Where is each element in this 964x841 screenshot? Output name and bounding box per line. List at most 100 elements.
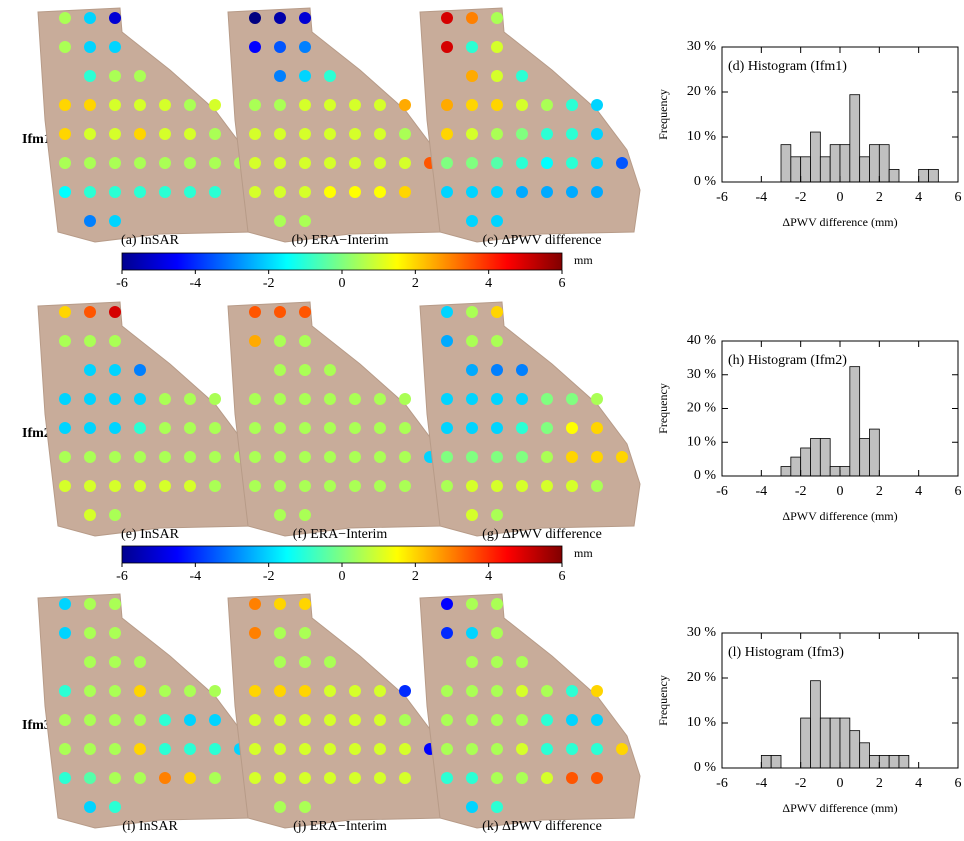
map-dot [209, 451, 221, 463]
map-dot [466, 509, 478, 521]
map-dot [491, 157, 503, 169]
map-dot [184, 451, 196, 463]
map-dot [591, 422, 603, 434]
map-dot [59, 41, 71, 53]
map-dot [249, 306, 261, 318]
histogram-bar [879, 145, 889, 182]
map-dot [84, 801, 96, 813]
histogram-bar [879, 755, 889, 768]
map-dot [491, 656, 503, 668]
map-dot [591, 480, 603, 492]
map-dot [516, 422, 528, 434]
map-dot [516, 186, 528, 198]
map-dot [299, 743, 311, 755]
map-dot [274, 451, 286, 463]
map-dot [349, 99, 361, 111]
map-dot [466, 12, 478, 24]
map-dot [274, 509, 286, 521]
map-dot [591, 743, 603, 755]
histogram-bar [801, 718, 811, 768]
map-dot [349, 422, 361, 434]
map-dot [516, 480, 528, 492]
map-dot [516, 128, 528, 140]
map-dot [541, 451, 553, 463]
map-dot [491, 480, 503, 492]
map-dot [59, 743, 71, 755]
map-dot [249, 714, 261, 726]
histogram-bar [870, 755, 880, 768]
map-dot [374, 743, 386, 755]
map-dot [59, 598, 71, 610]
map-dot [274, 772, 286, 784]
map-dot [109, 480, 121, 492]
map-dot [274, 186, 286, 198]
map-dot [274, 656, 286, 668]
map-dot [134, 157, 146, 169]
map-area [228, 302, 448, 536]
panel-caption: (f) ERA−Interim [293, 527, 388, 542]
y-tick-label: 20 % [687, 670, 717, 685]
map-dot [491, 128, 503, 140]
map-dot [491, 70, 503, 82]
histogram-bar [781, 145, 791, 182]
map-dot [491, 335, 503, 347]
histogram-bar [830, 718, 840, 768]
map-dot [109, 743, 121, 755]
map-dot [274, 714, 286, 726]
map-dot [616, 743, 628, 755]
map-dot [441, 743, 453, 755]
histogram-bar [929, 169, 939, 182]
map-dot [209, 685, 221, 697]
y-tick-label: 10 % [687, 129, 717, 144]
map-dot [299, 656, 311, 668]
map-dot [441, 598, 453, 610]
map-dot [374, 186, 386, 198]
histogram-bar [801, 448, 811, 476]
x-tick-label: -2 [795, 190, 807, 205]
x-tick-label: 4 [915, 190, 922, 205]
map-dot [491, 685, 503, 697]
map-dot [466, 772, 478, 784]
map-dot [159, 157, 171, 169]
map-dot [399, 99, 411, 111]
y-tick-label: 20 % [687, 84, 717, 99]
map-dot [466, 656, 478, 668]
map-area [420, 8, 640, 242]
map-dot [466, 99, 478, 111]
map-dot [109, 598, 121, 610]
map-dot [59, 157, 71, 169]
colorbar-tick-label: 4 [485, 276, 492, 291]
histogram-bar [850, 95, 860, 182]
map-dot [159, 772, 171, 784]
map-dot [466, 364, 478, 376]
map-dot [299, 598, 311, 610]
y-tick-label: 40 % [687, 333, 717, 348]
map-area [420, 594, 640, 828]
x-axis-label: ΔPWV difference (mm) [782, 509, 897, 523]
map-dot [466, 70, 478, 82]
map-dot [299, 801, 311, 813]
panel-caption: (g) ΔPWV difference [482, 527, 602, 542]
map-dot [109, 685, 121, 697]
colorbar-tick-label: 2 [412, 276, 419, 291]
map-dot [566, 393, 578, 405]
map-dot [441, 480, 453, 492]
map-dot [441, 627, 453, 639]
map-dot [441, 128, 453, 140]
histogram-bar [919, 169, 929, 182]
map-dot [591, 772, 603, 784]
x-tick-label: -2 [795, 776, 807, 791]
map-dot [541, 685, 553, 697]
map-dot [109, 364, 121, 376]
y-axis-label: Frequency [656, 675, 670, 726]
colorbar-tick-label: -6 [116, 569, 128, 584]
histogram-title: (d) Histogram (Ifm1) [728, 59, 847, 74]
map-dot [516, 157, 528, 169]
map-dot [324, 128, 336, 140]
map-dot [184, 186, 196, 198]
map-dot [274, 99, 286, 111]
histogram-bar [860, 157, 870, 182]
map-dot [109, 509, 121, 521]
map-dot [541, 128, 553, 140]
map-dot [84, 656, 96, 668]
